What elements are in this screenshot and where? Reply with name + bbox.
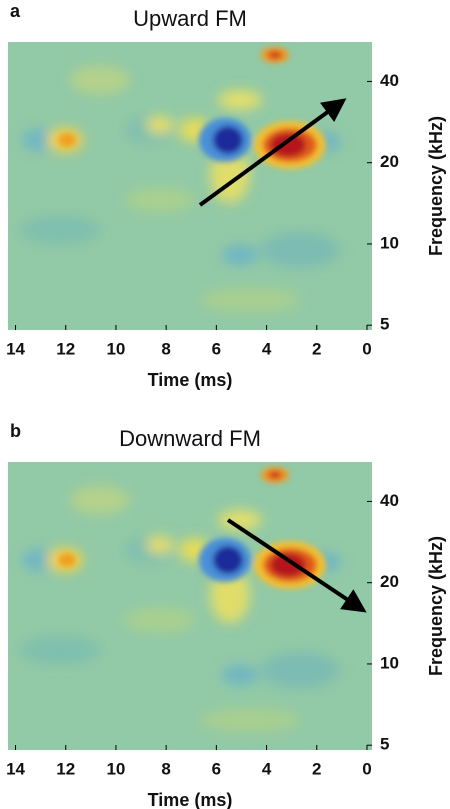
y-tick-label: 40 (380, 71, 399, 90)
chart-title: Upward FM (133, 6, 247, 31)
x-tick-label: 10 (106, 759, 125, 778)
panel-a-field (8, 42, 372, 330)
panel-label: b (10, 421, 21, 441)
y-tick-label: 20 (380, 152, 399, 171)
x-tick-label: 0 (362, 339, 371, 358)
heatmap (8, 42, 372, 330)
x-tick-label: 8 (161, 759, 170, 778)
y-axis-label: Frequency (kHz) (426, 536, 446, 676)
x-tick-label: 10 (106, 339, 125, 358)
y-tick-label: 20 (380, 572, 399, 591)
y-tick-label: 5 (380, 315, 389, 334)
x-tick-label: 2 (312, 339, 321, 358)
y-tick-label: 10 (380, 653, 399, 672)
x-tick-label: 2 (312, 759, 321, 778)
x-axis-label: Time (ms) (148, 370, 233, 390)
x-tick-label: 12 (56, 759, 75, 778)
arrow (198, 98, 347, 207)
x-tick-label: 14 (6, 339, 25, 358)
x-tick-label: 6 (212, 339, 221, 358)
x-tick-label: 8 (161, 339, 170, 358)
x-tick-label: 14 (6, 759, 25, 778)
y-tick-label: 10 (380, 233, 399, 252)
x-tick-label: 12 (56, 339, 75, 358)
x-tick-label: 6 (212, 759, 221, 778)
panel-b-field (8, 462, 372, 750)
y-tick-label: 40 (380, 491, 399, 510)
x-axis-label: Time (ms) (148, 790, 233, 809)
y-tick-label: 5 (380, 735, 389, 754)
chart-title: Downward FM (119, 426, 261, 451)
heatmap (8, 462, 372, 750)
x-tick-label: 4 (262, 339, 272, 358)
y-axis-label: Frequency (kHz) (426, 116, 446, 256)
arrow (226, 518, 367, 613)
x-tick-label: 0 (362, 759, 371, 778)
panel-label: a (10, 1, 21, 21)
x-tick-label: 4 (262, 759, 272, 778)
